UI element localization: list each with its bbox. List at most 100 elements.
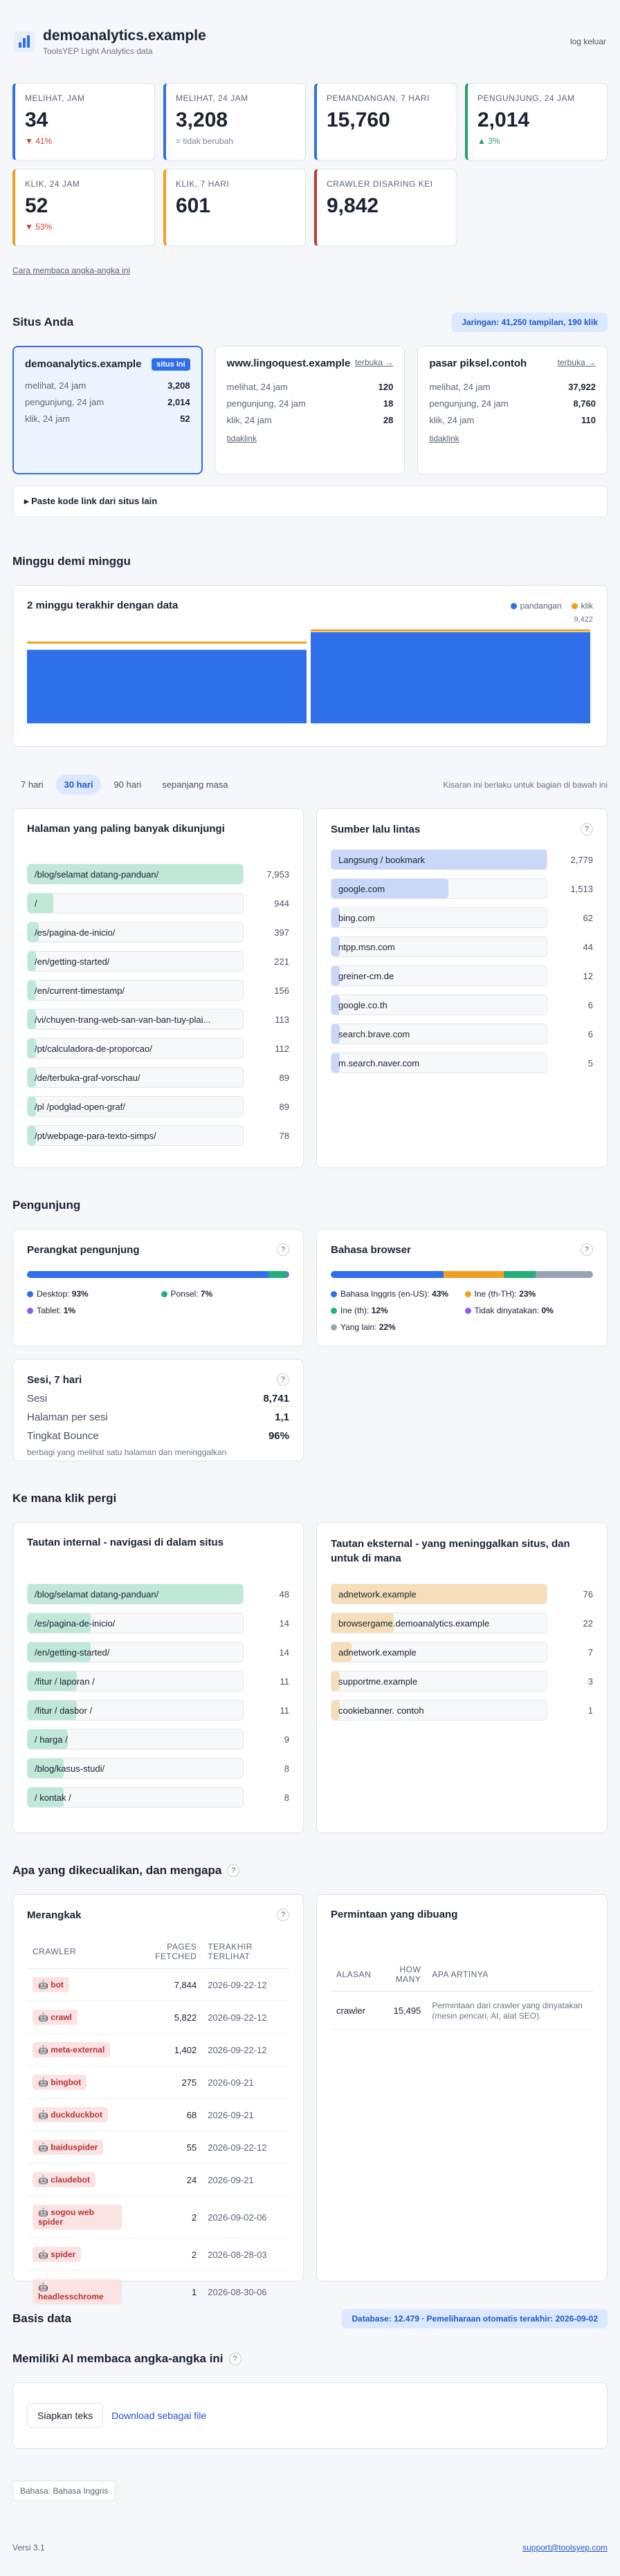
bar-track: /vi/chuyen-trang-web-san-van-ban-tuy-pla…	[27, 1009, 244, 1030]
bar-row[interactable]: /de/terbuka-graf-vorschau/89	[27, 1063, 289, 1092]
bar-fill	[331, 908, 340, 927]
help-icon[interactable]: ?	[277, 1373, 289, 1386]
bar-row[interactable]: / harga / 9	[27, 1725, 289, 1754]
bar-row[interactable]: greiner-cm.de 12	[331, 961, 593, 990]
site-stat-row: klik, 24 jam 28	[227, 415, 394, 425]
weekly-chart-title: 2 minggu terakhir dengan data	[27, 600, 179, 611]
bar-row[interactable]: cookiebanner. contoh 1	[331, 1696, 593, 1725]
excluded-title: Apa yang dikecualikan, dan mengapa	[12, 1864, 222, 1877]
bar-fill	[28, 1671, 78, 1691]
column-header: CRAWLER	[27, 1935, 127, 1969]
bar-row[interactable]: google.co.th 6	[331, 990, 593, 1019]
bar-row[interactable]: / 944	[27, 889, 289, 918]
help-icon[interactable]: ?	[228, 2353, 241, 2365]
bar-row[interactable]: adnetwork.example 7	[331, 1638, 593, 1667]
site-card-header: demoanalytics.example situs ini	[25, 358, 190, 371]
bar-row[interactable]: browsergame.demoanalytics.example 22	[331, 1609, 593, 1638]
bar-row[interactable]: m.search.naver.com 5	[331, 1048, 593, 1077]
kpi-label: PEMANDANGAN, 7 HARI	[327, 93, 430, 103]
kpi-card: MELIHAT, 24 JAM 3,208 = tidak berubah	[163, 83, 306, 160]
help-icon[interactable]: ?	[581, 1243, 593, 1256]
bar-fill	[331, 1613, 394, 1633]
table-row: 🤖 claudebot 24 2026-09-21	[27, 2163, 289, 2196]
unlink-link[interactable]: tidaklink	[226, 434, 257, 443]
crawler-tag: 🤖 spider	[33, 2247, 82, 2262]
clicks-bar	[27, 641, 307, 644]
help-link[interactable]: Cara membaca angka-angka ini	[12, 266, 131, 275]
legend-label: Ine (th-TH):	[474, 1289, 517, 1299]
bar-row[interactable]: /es/pagina-de-inicio/14	[27, 1609, 289, 1638]
bar-row[interactable]: /vi/chuyen-trang-web-san-van-ban-tuy-pla…	[27, 1005, 289, 1034]
help-icon[interactable]: ?	[227, 1864, 240, 1877]
stacked-segment	[504, 1271, 536, 1278]
paste-code-toggle[interactable]: ▸ Paste kode link dari situs lain	[12, 485, 608, 517]
bar-row[interactable]: /en/current-timestamp/156	[27, 976, 289, 1005]
bar-track: greiner-cm.de	[331, 965, 547, 986]
site-stat-label: klik, 24 jam	[25, 414, 71, 424]
range-tab[interactable]: 90 hari	[113, 779, 142, 790]
app-subtitle: ToolsYEP Light Analytics data	[43, 46, 153, 56]
bar-row[interactable]: search.brave.com 6	[331, 1019, 593, 1048]
open-site-link[interactable]: terbuka →	[557, 358, 596, 367]
prepare-text-button[interactable]: Siapkan teks	[27, 2403, 104, 2428]
logout-link[interactable]: log keluar	[569, 37, 606, 46]
unlink-link[interactable]: tidaklink	[429, 434, 459, 443]
session-value: 96%	[268, 1430, 289, 1442]
support-email-link[interactable]: support@toolsyep.com	[522, 2543, 608, 2552]
table-cell: 2026-09-22-12	[202, 2001, 289, 2034]
bar-row[interactable]: /blog/selamat datang-panduan/7,953	[27, 860, 289, 889]
legend-label: Bahasa Inggris (en-US):	[340, 1289, 430, 1299]
bar-row[interactable]: supportme.example 3	[331, 1667, 593, 1696]
bar-row[interactable]: /pt/webpage-para-texto-simps/78	[27, 1121, 289, 1150]
bar-row[interactable]: /pt/calculadora-de-proporcao/112	[27, 1034, 289, 1063]
bar-row[interactable]: /fitur / dasbor / 11	[27, 1696, 289, 1725]
bar-label: /es/pagina-de-inicio/	[35, 927, 116, 938]
bar-row[interactable]: adnetwork.example 76	[331, 1579, 593, 1609]
excluded-header: Apa yang dikecualikan, dan mengapa?	[12, 1861, 608, 1880]
bar-row[interactable]: /fitur / laporan / 11	[27, 1667, 289, 1696]
kpi-card: MELIHAT, JAM 34 ▼ 41%	[12, 83, 155, 160]
bar-row[interactable]: /en/getting-started/221	[27, 947, 289, 976]
legend-label: Tidak dinyatakan:	[474, 1306, 540, 1315]
bar-track: /en/getting-started/	[27, 951, 244, 972]
download-file-link[interactable]: Download sebagai file	[111, 2410, 207, 2421]
devices-card: Perangkat pengunjung? Desktop: 93% Ponsel…	[12, 1229, 304, 1346]
bar-track: /	[27, 893, 244, 914]
bar-row[interactable]: /blog/selamat datang-panduan/48	[27, 1579, 289, 1609]
bar-track: /es/pagina-de-inicio/	[27, 922, 244, 943]
help-icon[interactable]: ?	[277, 1909, 289, 1921]
legend-item: Tablet: 1%	[27, 1306, 156, 1315]
sessions-rows: Sesi 8,741 Halaman per sesi 1,1 Tingkat Boun…	[27, 1393, 289, 1442]
bar-row[interactable]: /pl /podglad-open-graf/89	[27, 1092, 289, 1121]
bar-row[interactable]: /en/getting-started/14	[27, 1638, 289, 1667]
range-tab[interactable]: 7 hari	[21, 779, 44, 790]
help-icon[interactable]: ?	[277, 1243, 289, 1256]
legend-dot	[464, 1291, 471, 1298]
range-tab[interactable]: sepanjang masa	[162, 779, 228, 790]
range-tab[interactable]: 30 hari	[55, 775, 102, 795]
bar-track: Langsung / bookmark	[331, 849, 547, 870]
bar-row[interactable]: / kontak / 8	[27, 1783, 289, 1812]
language-selector[interactable]: Bahasa: Bahasa Inggris	[12, 2481, 116, 2501]
help-icon[interactable]: ?	[581, 823, 593, 835]
bar-row[interactable]: /blog/kasus-studi/8	[27, 1754, 289, 1783]
bar-track: /pl /podglad-open-graf/	[27, 1096, 244, 1117]
site-card[interactable]: pasar piksel.contoh terbuka → melihat, 24 …	[417, 346, 608, 474]
bar-track: search.brave.com	[331, 1023, 547, 1044]
site-stat-row: melihat, 24 jam 3,208	[25, 380, 190, 391]
bar-label: adnetwork.example	[338, 1647, 417, 1658]
bar-row[interactable]: ntpp.msn.com 44	[331, 932, 593, 961]
bar-row[interactable]: google.com 1,513	[331, 874, 593, 903]
bar-row[interactable]: bing.com 62	[331, 903, 593, 932]
bar-row[interactable]: Langsung / bookmark 2,779	[331, 845, 593, 874]
site-card[interactable]: www.lingoquest.example terbuka → melihat, …	[215, 346, 405, 474]
open-site-link[interactable]: terbuka →	[354, 358, 394, 367]
bar-label: bing.com	[338, 912, 375, 923]
kpi-label: MELIHAT, JAM	[25, 93, 85, 103]
bar-value: 8	[284, 1792, 289, 1803]
internal-links-list: /blog/selamat datang-panduan/48/es/pagin…	[27, 1579, 289, 1812]
column-header: APA ARTINYA	[426, 1958, 593, 1992]
bar-row[interactable]: /es/pagina-de-inicio/397	[27, 918, 289, 947]
table-row: 🤖 baiduspider 55 2026-09-22-12	[27, 2131, 289, 2164]
bar-fill	[331, 1053, 340, 1073]
